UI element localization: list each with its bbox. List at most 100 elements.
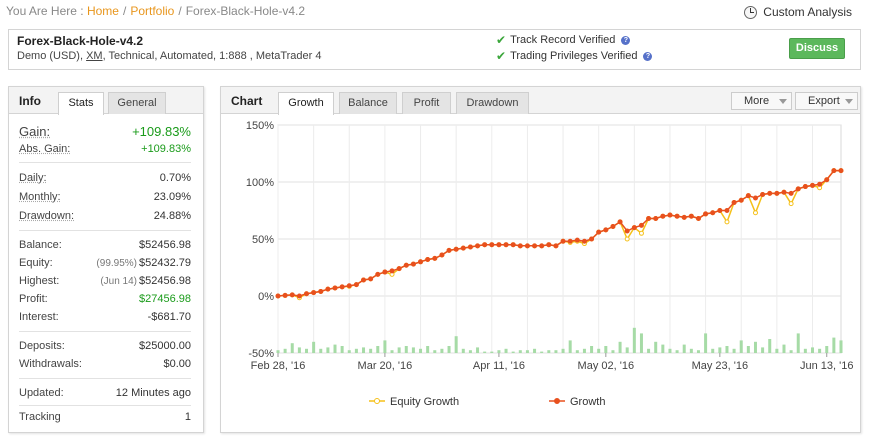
growth-point [275,293,281,299]
volume-bars [276,327,843,353]
volume-bar [419,348,423,353]
volume-bar [590,346,594,353]
growth-point [361,277,367,283]
monthly-label: Monthly: [19,191,61,203]
interest-value: -$681.70 [147,311,191,323]
drawdown-row: Drawdown: 24.88% [19,210,191,222]
export-dropdown[interactable]: Export [795,92,858,110]
info-panel: Info Stats General Gain: +109.83% Abs. G… [8,86,204,433]
growth-point [389,268,395,274]
account-desc-suffix: , Technical, Automated, 1:888 , MetaTrad… [102,50,322,62]
tab-drawdown[interactable]: Drawdown [456,92,529,114]
info-title: Info [19,94,41,108]
tab-growth[interactable]: Growth [278,92,334,115]
volume-bar [768,339,772,353]
growth-point [311,290,317,296]
trading-privileges-label: Trading Privileges Verified [510,50,638,62]
growth-point [838,168,844,174]
growth-point [517,243,523,249]
drawdown-value: 24.88% [153,210,191,222]
highest-note: (Jun 14) [100,276,137,287]
custom-analysis-label: Custom Analysis [763,5,852,19]
broker-link[interactable]: XM [86,50,103,62]
growth-point [760,192,766,198]
balance-label: Balance: [19,239,62,251]
growth-point [567,238,573,244]
growth-point [496,242,502,248]
help-icon[interactable]: ? [643,51,653,61]
growth-point [703,211,709,217]
volume-bar [796,333,800,353]
volume-bar [689,348,693,353]
volume-bar [283,348,287,353]
volume-bar [647,348,651,353]
breadcrumb-home-link[interactable]: Home [86,4,119,18]
tracking-label: Tracking [19,411,61,423]
tab-balance[interactable]: Balance [339,92,397,114]
monthly-row: Monthly: 23.09% [19,191,191,203]
growth-point [688,213,694,219]
volume-bar [461,348,465,353]
highest-row: Highest: (Jun 14) $52456.98 [19,275,191,287]
balance-row: Balance: $52456.98 [19,239,191,251]
volume-bar [440,348,444,353]
growth-point [439,252,445,258]
track-record-label: Track Record Verified [510,34,616,46]
volume-bar [354,348,358,353]
discuss-button[interactable]: Discuss [789,38,845,59]
x-tick-label: May 02, '16 [578,360,635,372]
breadcrumb-current: Forex-Black-Hole-v4.2 [185,4,306,18]
volume-bar [604,346,608,353]
more-dropdown[interactable]: More [731,92,792,110]
volume-bar [682,344,686,353]
growth-point [695,215,701,221]
track-record-verified: ✔ Track Record Verified ? [496,33,631,47]
growth-point [489,242,495,248]
equity-growth-point [638,230,644,236]
legend-marker [374,398,380,404]
account-description: Demo (USD), XM, Technical, Automated, 1:… [17,50,321,62]
y-tick-label: 150% [246,120,274,132]
volume-bar [483,351,487,353]
volume-bar [803,348,807,353]
growth-point [418,259,424,265]
volume-bar [832,337,836,353]
growth-chart: 150% 100% 50% 0% -50% Feb 28, '16 Mar 20, '16… [246,120,854,408]
chart-grid [277,124,842,357]
volume-bar [476,347,480,353]
check-icon: ✔ [496,49,507,63]
equity-value: $52432.79 [139,257,191,269]
growth-point [589,236,595,242]
highest-value-wrap: (Jun 14) $52456.98 [100,275,191,287]
tab-general[interactable]: General [108,92,166,114]
growth-point [831,168,837,174]
daily-label: Daily: [19,172,47,184]
gain-value: +109.83% [132,124,191,139]
growth-point [304,291,310,297]
growth-point [332,285,338,291]
growth-point [638,222,644,228]
equity-label: Equity: [19,257,53,269]
equity-growth-point [788,201,794,207]
growth-point [710,210,716,216]
tab-stats[interactable]: Stats [58,92,104,115]
custom-analysis-link[interactable]: Custom Analysis [744,5,852,19]
volume-bar [711,348,715,353]
volume-bar [746,346,750,353]
growth-point [289,292,295,298]
tab-profit[interactable]: Profit [402,92,451,114]
help-icon[interactable]: ? [621,35,631,45]
volume-bar [518,350,522,353]
growth-point [617,219,623,225]
volume-bar [504,348,508,353]
growth-point [475,243,481,249]
volume-bar [305,348,309,353]
growth-point [432,255,438,261]
info-tabbar: Info Stats General [9,87,203,115]
breadcrumb-portfolio-link[interactable]: Portfolio [130,4,175,18]
volume-bar [290,343,294,353]
growth-point [745,193,751,199]
volume-bar [639,333,643,353]
volume-bar [568,340,572,353]
equity-growth-point [724,219,730,225]
